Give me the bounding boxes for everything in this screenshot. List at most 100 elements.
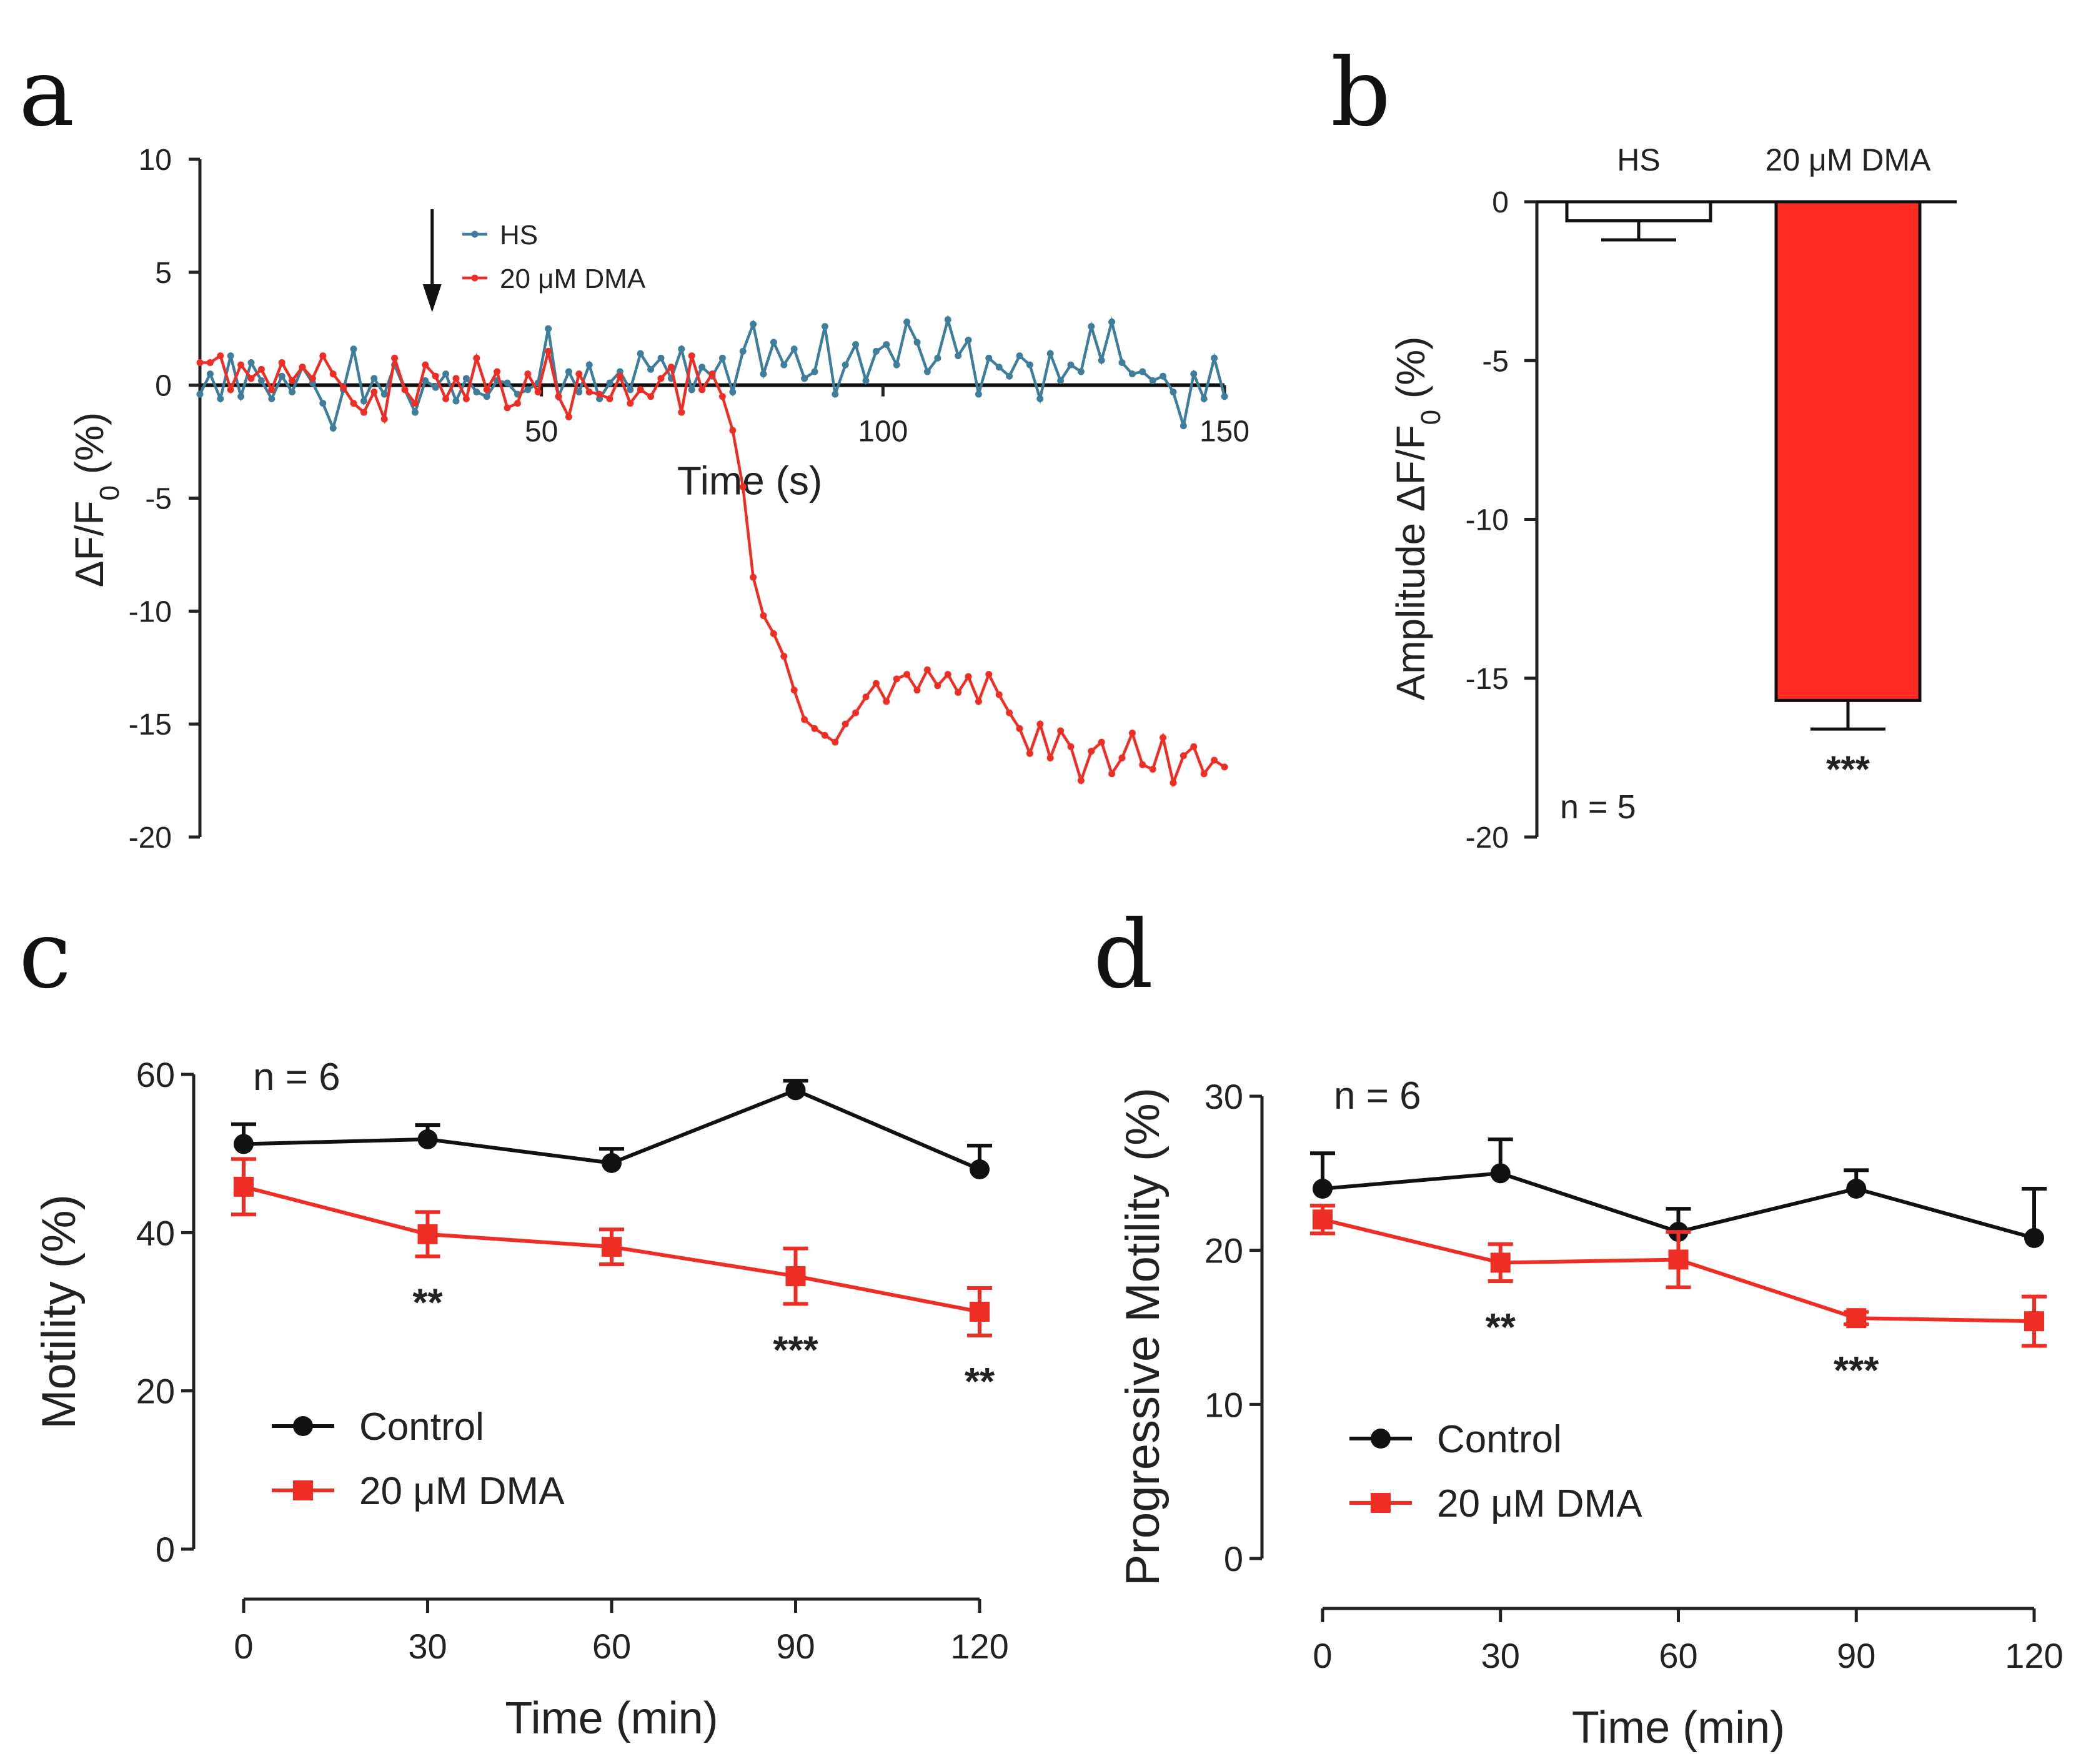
data-point-dma [217, 352, 224, 360]
data-point-dma [862, 693, 870, 701]
data-point-hs [217, 395, 224, 402]
data-point-dma [1139, 761, 1146, 768]
data-point-dma [1026, 750, 1033, 757]
data-point-hs [760, 370, 767, 378]
legend-label-dma: 20 μM DMA [359, 1470, 565, 1513]
panel-letter-b: b [1331, 39, 1391, 147]
data-point-dma [1490, 1252, 1511, 1273]
data-point-dma [627, 400, 634, 407]
data-point-hs [729, 389, 737, 396]
data-point-dma [1149, 766, 1156, 773]
data-point-hs [524, 386, 532, 394]
x-tick-label-d: 120 [2005, 1636, 2063, 1675]
data-point-hs [842, 361, 849, 369]
y-tick-label-b: -20 [1466, 821, 1509, 855]
data-point-dma [234, 1176, 254, 1197]
data-point-hs [206, 370, 214, 378]
data-point-dma [729, 427, 737, 434]
data-point-hs [872, 347, 880, 355]
y-tick-label-a: 0 [155, 370, 172, 403]
data-point-dma [708, 370, 716, 378]
chart-d: 0 10 20 30 0 30 60 90 120 Time (min) Progressive M… [1116, 1074, 2064, 1753]
y-tick-label-c: 60 [136, 1055, 175, 1094]
x-tick-label-c: 120 [950, 1627, 1008, 1666]
data-point-dma [504, 404, 511, 412]
y-tick-label-a: 10 [139, 144, 172, 177]
data-point-hs [1211, 354, 1218, 362]
data-point-dma [1098, 738, 1105, 746]
data-point-hs [678, 345, 685, 353]
data-point-hs [1160, 372, 1167, 380]
y-tick-label-c: 0 [156, 1530, 175, 1569]
data-point-dma [309, 375, 316, 382]
significance-c: ** [412, 1281, 443, 1324]
data-point-hs [462, 375, 470, 382]
data-point-dma [596, 390, 603, 398]
y-tick-label-c: 40 [136, 1213, 175, 1252]
data-point-dma [965, 673, 972, 680]
data-point-dma [750, 573, 757, 581]
data-point-hs [955, 352, 962, 360]
legend-label-dma: 20 μM DMA [1437, 1482, 1642, 1525]
y-axis-title-a-sub: 0 [94, 485, 125, 500]
x-axis-title-c: Time (min) [505, 1693, 718, 1743]
x-tick-label-a: 50 [525, 415, 558, 448]
x-tick-label-c: 0 [234, 1627, 253, 1666]
data-point-hs [278, 372, 286, 380]
data-point-dma [1221, 763, 1228, 771]
data-point-dma [1006, 709, 1013, 716]
data-point-dma [903, 671, 911, 678]
data-point-dma [1211, 756, 1218, 764]
data-point-hs [319, 400, 327, 407]
data-point-hs [1108, 318, 1116, 325]
y-tick-label-a: -10 [129, 595, 172, 628]
data-point-hs [370, 375, 378, 382]
data-point-dma [739, 483, 747, 490]
data-point-dma [647, 393, 655, 400]
x-tick-label-d: 30 [1481, 1636, 1520, 1675]
data-point-hs [780, 361, 788, 369]
chart-c: 0 20 40 60 0 30 60 90 120 Time (min) Motility (%) *… [32, 1055, 1009, 1743]
y-axis-title-a-tail: (%) [67, 412, 112, 485]
data-point-dma [872, 680, 880, 687]
data-point-hs [1190, 370, 1198, 378]
data-point-dma [832, 738, 839, 746]
data-point-hs [739, 347, 747, 355]
y-tick-label-a: 5 [155, 257, 172, 290]
y-axis-title-a: ΔF/F0 (%) [67, 412, 125, 588]
data-point-hs [965, 336, 972, 344]
data-point-dma [391, 354, 399, 362]
data-point-dma [575, 370, 583, 378]
data-point-dma [278, 359, 286, 366]
y-axis-title-b-main: Amplitude ΔF/F [1388, 425, 1433, 700]
data-point-dma [524, 370, 532, 378]
data-point-hs [944, 316, 951, 324]
data-point-hs [913, 339, 921, 346]
data-point-dma [257, 365, 265, 373]
data-point-dma [319, 352, 327, 360]
data-point-dma [842, 720, 849, 728]
data-point-hs [985, 354, 993, 362]
y-axis-title-a-main: ΔF/F [67, 501, 112, 588]
legend-marker-hs [471, 230, 479, 238]
n-label-c: n = 6 [253, 1056, 340, 1099]
data-point-dma [299, 364, 306, 371]
data-point-hs [1077, 368, 1085, 375]
data-point-dma [780, 653, 788, 660]
data-point-dma [227, 386, 234, 394]
data-point-dma [1180, 752, 1187, 760]
y-tick-label-d: 0 [1224, 1539, 1243, 1578]
y-tick-label-a: -15 [129, 708, 172, 741]
data-point-dma [545, 347, 552, 355]
data-point-hs [770, 339, 777, 346]
data-point-dma [442, 395, 450, 402]
data-point-dma [913, 686, 921, 694]
data-point-dma [770, 630, 777, 637]
data-point-dma [985, 671, 993, 678]
data-point-hs [790, 345, 798, 353]
data-point-hs [473, 389, 480, 396]
data-point-dma [1846, 1308, 1867, 1329]
x-tick-label-a: 150 [1199, 415, 1249, 448]
